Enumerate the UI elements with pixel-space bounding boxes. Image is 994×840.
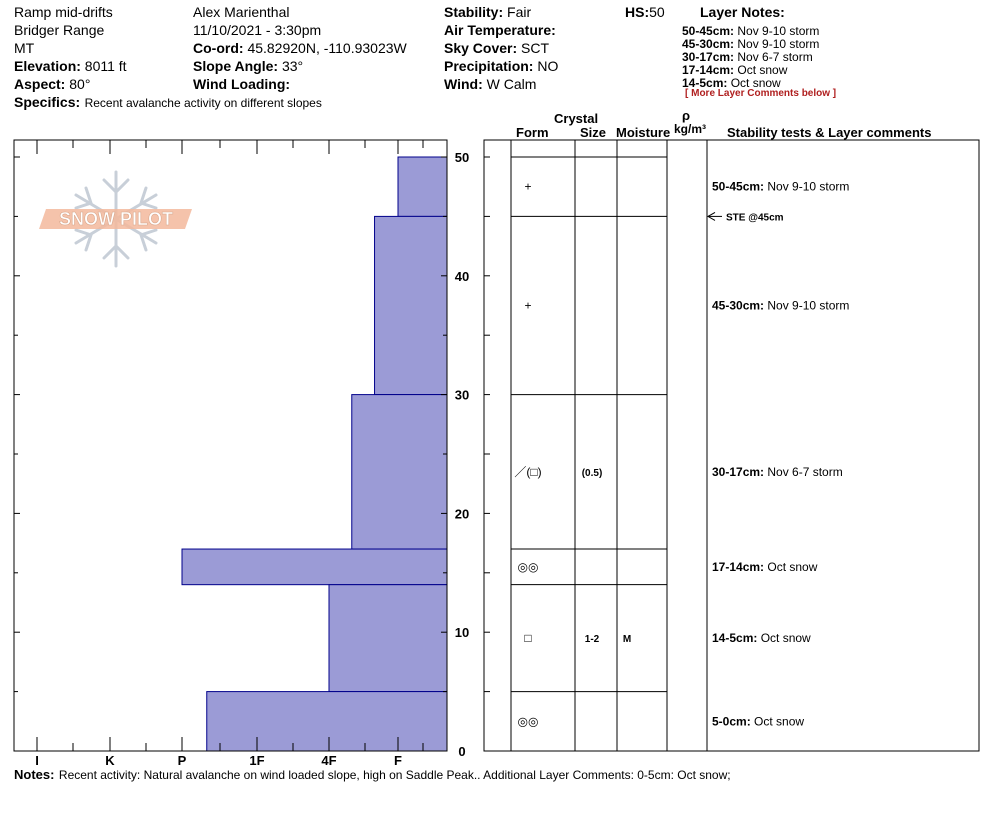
notes-row: Notes: Recent activity: Natural avalanch… — [14, 766, 731, 784]
air-temp-label: Air Temperature: — [444, 22, 556, 38]
layer-form-4: □ — [524, 631, 531, 645]
coord-value: 45.82920N, -110.93023W — [247, 40, 407, 56]
layer-note-1: 45-30cm: Nov 9-10 storm — [682, 37, 820, 51]
specifics-value: Recent avalanche activity on different s… — [84, 96, 322, 110]
hardness-bar-1 — [374, 215, 448, 396]
precip-label: Precipitation: — [444, 58, 534, 74]
x-tick-label-0: I — [35, 753, 39, 768]
hs-row: HS:50 — [625, 4, 665, 20]
notes-label: Notes: — [14, 767, 55, 782]
y-tick-label-50: 50 — [455, 150, 469, 165]
layer-comment-2: 30-17cm: Nov 6-7 storm — [712, 465, 843, 479]
aspect-value: 80° — [69, 76, 91, 92]
hardness-axis: I K P 1F 4F F — [35, 140, 424, 768]
sky-row: Sky Cover: SCT — [444, 40, 549, 56]
x-tick-label-4: 4F — [321, 753, 336, 768]
notes-value: Recent activity: Natural avalanche on wi… — [58, 768, 731, 782]
layer-comment-1: 45-30cm: Nov 9-10 storm — [712, 299, 849, 313]
elevation-row: Elevation: 8011 ft — [14, 58, 127, 74]
wind-label: Wind: — [444, 76, 483, 92]
observer-name: Alex Marienthal — [193, 4, 290, 20]
elevation-label: Elevation: — [14, 58, 81, 74]
slope-label: Slope Angle: — [193, 58, 279, 74]
layer-form-2: ／(□) — [514, 465, 541, 479]
hardness-bar-2 — [351, 394, 448, 550]
layer-note-0: 50-45cm: Nov 9-10 storm — [682, 24, 820, 38]
range-name: Bridger Range — [14, 22, 105, 38]
sky-value: SCT — [521, 40, 550, 56]
layer-boundaries — [511, 156, 667, 693]
stability-label: Stability: — [444, 4, 504, 20]
sky-label: Sky Cover: — [444, 40, 518, 56]
layer-form-3: ◎◎ — [518, 560, 539, 574]
air-temp-row: Air Temperature: — [444, 22, 556, 38]
layer-form-5: ◎◎ — [518, 714, 539, 728]
layer-form-1: + — [524, 299, 531, 313]
y-tick-label-0: 0 — [458, 744, 465, 759]
layer-comment-4: 14-5cm: Oct snow — [712, 631, 811, 645]
more-layer-comments-link[interactable]: [ More Layer Comments below ] — [685, 88, 837, 99]
stability-row: Stability: Fair — [444, 4, 531, 20]
hardness-bar-0 — [397, 156, 448, 217]
hs-label: HS: — [625, 4, 650, 20]
specifics-row: Specifics: Recent avalanche activity on … — [14, 94, 322, 112]
hardness-bar-4 — [328, 584, 448, 693]
precip-value: NO — [537, 58, 559, 74]
layer-moisture-4: M — [623, 634, 631, 645]
elevation-value: 8011 ft — [84, 58, 127, 74]
crystal-header: Crystal — [554, 111, 599, 126]
layer-size-4: 1-2 — [585, 634, 600, 645]
slope-value: 33° — [281, 58, 304, 74]
form-header: Form — [516, 125, 549, 140]
hardness-bars — [181, 156, 448, 752]
depth-axis: 0 10 20 30 40 50 — [14, 150, 490, 759]
hs-value: 50 — [649, 4, 665, 20]
layer-form-0: + — [524, 180, 531, 194]
wind-row: Wind: W Calm — [444, 76, 536, 92]
y-tick-label-10: 10 — [455, 625, 469, 640]
precip-row: Precipitation: NO — [444, 58, 558, 74]
layer-note-4: 14-5cm: Oct snow — [682, 76, 781, 90]
layer-comment-5: 5-0cm: Oct snow — [712, 714, 804, 728]
x-tick-label-1: K — [105, 753, 115, 768]
coord-label: Co-ord: — [193, 40, 244, 56]
layer-cells: +50-45cm: Nov 9-10 storm + 45-30cm: Nov 9-… — [514, 180, 849, 729]
hardness-bar-3 — [181, 548, 448, 586]
coord-row: Co-ord: 45.82920N, -110.93023W — [193, 40, 407, 56]
rho-header: ρ — [682, 108, 691, 123]
density-unit-header: kg/m³ — [674, 122, 707, 136]
size-header: Size — [580, 125, 607, 140]
wind-loading-label: Wind Loading: — [193, 76, 291, 92]
state-name: MT — [14, 40, 35, 56]
y-tick-label-40: 40 — [455, 269, 469, 284]
layer-note-3: 17-14cm: Oct snow — [682, 63, 788, 77]
x-tick-label-5: F — [394, 753, 402, 768]
layer-note-2: 30-17cm: Nov 6-7 storm — [682, 50, 813, 64]
stability-test-marker: STE @45cm — [706, 211, 784, 223]
location-name: Ramp mid-drifts — [14, 4, 113, 20]
snowpilot-logo: SNOW PILOT — [39, 170, 192, 268]
x-tick-label-3: 1F — [249, 753, 264, 768]
wind-value: W Calm — [486, 76, 537, 92]
stability-value: Fair — [507, 4, 532, 20]
wind-loading-row: Wind Loading: — [193, 76, 290, 92]
y-tick-label-20: 20 — [455, 506, 469, 521]
layer-notes-title: Layer Notes: — [700, 4, 785, 20]
observation-datetime: 11/10/2021 - 3:30pm — [193, 22, 322, 38]
moisture-header: Moisture — [616, 125, 671, 140]
slope-row: Slope Angle: 33° — [193, 58, 303, 74]
logo-text: SNOW PILOT — [59, 209, 173, 229]
comments-header: Stability tests & Layer comments — [727, 125, 932, 140]
x-tick-label-2: P — [178, 753, 187, 768]
y-tick-label-30: 30 — [455, 388, 469, 403]
layer-size-2: (0.5) — [582, 468, 603, 479]
aspect-label: Aspect: — [14, 76, 66, 92]
hardness-bar-5 — [206, 691, 448, 752]
stability-test-label: STE @45cm — [726, 212, 784, 223]
aspect-row: Aspect: 80° — [14, 76, 90, 92]
layer-comment-3: 17-14cm: Oct snow — [712, 560, 818, 574]
specifics-label: Specifics: — [14, 94, 81, 110]
layer-comment-0: 50-45cm: Nov 9-10 storm — [712, 180, 849, 194]
